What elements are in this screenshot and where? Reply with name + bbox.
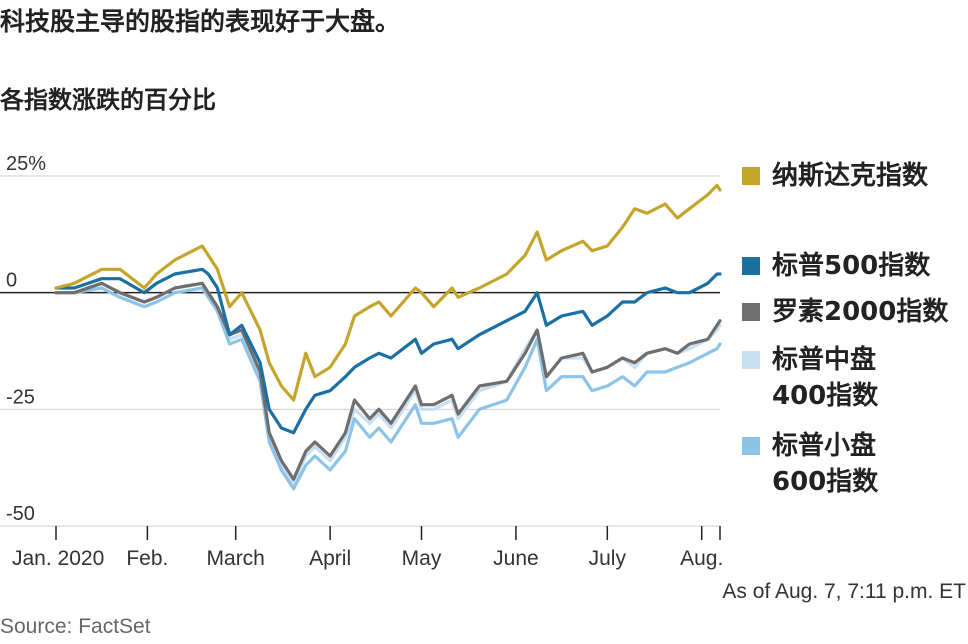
- series-line-2: [54, 281, 722, 481]
- y-tick-label: 0: [6, 270, 17, 292]
- axes: 25% 0 -25 -50 Jan. 2020 Feb. March April May June…: [6, 153, 723, 570]
- legend-label: 标普500指数: [772, 251, 931, 281]
- legend-label: 400指数: [772, 381, 879, 411]
- legend-label: 标普中盘: [772, 345, 877, 375]
- legend-label: 罗素2000指数: [772, 297, 949, 327]
- y-tick-label: 25%: [6, 153, 46, 175]
- x-tick-label: Jan. 2020: [12, 547, 104, 570]
- y-tick-label: -50: [6, 503, 35, 525]
- chart-title: 科技股主导的股指的表现好于大盘。: [0, 7, 401, 36]
- x-tick-label: May: [402, 547, 442, 570]
- legend-swatch: [742, 257, 760, 275]
- x-tick-label: July: [589, 547, 627, 570]
- legend-swatch: [742, 437, 760, 455]
- legend-swatch: [742, 303, 760, 321]
- x-tick-label: Aug.: [680, 547, 723, 570]
- timestamp-note: As of Aug. 7, 7:11 p.m. ET: [722, 580, 966, 603]
- legend-swatch: [742, 351, 760, 369]
- x-tick-label: June: [493, 547, 539, 570]
- legend-label: 标普小盘: [772, 431, 877, 461]
- legend-label: 600指数: [772, 467, 879, 497]
- legend-swatch: [742, 167, 760, 185]
- series-lines: [54, 183, 722, 491]
- series-line-1: [54, 267, 722, 435]
- chart-subtitle: 各指数涨跌的百分比: [0, 86, 216, 114]
- y-tick-label: -25: [6, 386, 35, 408]
- x-tick-label: March: [207, 547, 265, 570]
- series-line-0: [54, 183, 722, 402]
- series-line-4: [54, 286, 722, 491]
- source-credit: Source: FactSet: [0, 615, 151, 638]
- legend-label: 纳斯达克指数: [772, 161, 929, 191]
- grid: [0, 175, 720, 527]
- x-tick-label: April: [309, 547, 351, 570]
- x-tick-label: Feb.: [126, 547, 168, 570]
